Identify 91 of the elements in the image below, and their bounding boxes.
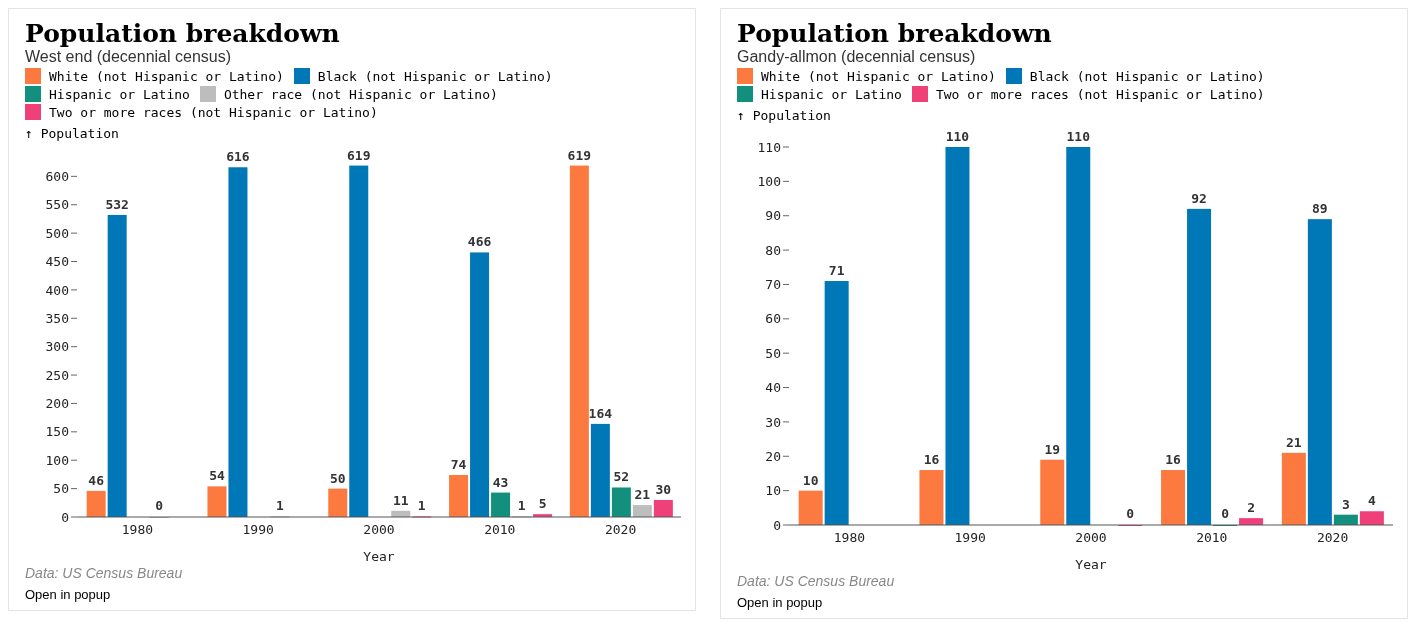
data-label: 21	[634, 487, 651, 503]
data-label: 110	[1066, 129, 1091, 144]
data-label: 43	[492, 474, 509, 490]
data-label: 1	[276, 498, 285, 514]
data-label: 16	[1165, 452, 1182, 468]
x-tick-label: 1980	[833, 530, 866, 546]
x-axis-title: Year	[1075, 557, 1107, 572]
data-label: 50	[329, 470, 346, 486]
text: Open in popup	[25, 587, 112, 602]
y-tick-label: 20	[765, 448, 781, 464]
legend-label: Two or more races (not Hispanic or Latino)	[48, 104, 378, 120]
chart-title: Population breakdown	[25, 19, 341, 48]
data-label: 1	[417, 498, 426, 514]
legend-label: Other race (not Hispanic or Latino)	[222, 86, 498, 102]
text: Data: US Census Bureau	[737, 573, 896, 589]
y-tick-label: 600	[45, 168, 69, 184]
legend-label: Two or more races (not Hispanic or Latino)	[934, 86, 1265, 102]
legend-label: White (not Hispanic or Latino)	[48, 68, 284, 84]
data-label: 616	[226, 149, 250, 165]
chart-title: Population breakdown	[737, 19, 1053, 48]
y-tick-label: 350	[45, 310, 69, 326]
data-label: 1	[517, 498, 526, 514]
y-tick-label: 100	[45, 452, 69, 468]
text: Data: US Census Bureau	[25, 565, 184, 581]
y-tick-label: 250	[45, 367, 69, 383]
y-tick-label: 10	[765, 483, 781, 499]
data-label: 164	[588, 405, 613, 421]
data-label: 619	[347, 147, 371, 163]
chart-subtitle: Gandy-allmon (decennial census)	[737, 48, 977, 66]
legend-label: White (not Hispanic or Latino)	[760, 68, 996, 84]
x-tick-label: 2000	[363, 522, 395, 538]
x-tick-label: 1980	[121, 522, 154, 538]
y-tick-label: 50	[765, 345, 781, 361]
text: Open in popup	[737, 595, 824, 610]
y-tick-label: 60	[765, 311, 781, 327]
y-tick-label: 400	[45, 282, 69, 298]
y-tick-label: 100	[757, 173, 781, 189]
data-label: 89	[1312, 201, 1328, 217]
x-tick-label: 2010	[484, 522, 516, 538]
y-tick-label: 150	[45, 424, 69, 440]
y-tick-label: 80	[765, 242, 781, 258]
data-label: 0	[155, 498, 164, 513]
data-label: 21	[1286, 434, 1302, 450]
data-label: 0	[1221, 506, 1230, 521]
data-label: 30	[655, 481, 672, 497]
data-label: 92	[1191, 190, 1207, 206]
x-tick-label: 1990	[954, 530, 986, 546]
data-label: 3	[1341, 496, 1350, 512]
data-label: 19	[1044, 441, 1061, 457]
y-tick-label: 50	[53, 481, 69, 497]
y-tick-label: 40	[765, 380, 781, 396]
data-label: 46	[88, 472, 105, 488]
legend-label: Hispanic or Latino	[760, 86, 902, 102]
y-tick-label: 90	[765, 208, 781, 224]
x-tick-label: 2020	[1316, 530, 1349, 546]
data-label: 54	[209, 468, 225, 484]
y-tick-label: 300	[45, 339, 69, 355]
data-label: 74	[450, 456, 467, 472]
legend-label: Black (not Hispanic or Latino)	[316, 68, 553, 84]
data-label: 466	[467, 234, 492, 250]
data-label: 71	[828, 263, 845, 279]
x-axis-title: Year	[363, 549, 395, 564]
x-tick-label: 2000	[1075, 530, 1107, 546]
y-tick-label: 200	[45, 396, 69, 412]
data-label: 110	[945, 129, 970, 144]
data-label: 532	[105, 196, 129, 212]
data-label: 10	[802, 472, 819, 488]
legend-label: Black (not Hispanic or Latino)	[1028, 68, 1265, 84]
data-label: 11	[392, 492, 409, 508]
data-label: 4	[1367, 493, 1376, 509]
data-label: 16	[923, 452, 940, 468]
y-tick-label: 550	[45, 197, 69, 213]
y-tick-label: 70	[765, 277, 781, 293]
data-label: 5	[538, 496, 547, 512]
data-label: 52	[613, 469, 630, 485]
y-axis-title: ↑ Population	[25, 126, 120, 141]
legend-label: Hispanic or Latino	[48, 86, 190, 102]
chart-subtitle: West end (decennial census)	[25, 48, 233, 66]
x-tick-label: 1990	[242, 522, 274, 538]
y-axis-title: ↑ Population	[737, 108, 832, 123]
x-tick-label: 2020	[604, 522, 637, 538]
y-tick-label: 30	[765, 414, 781, 430]
data-label: 0	[1126, 506, 1135, 521]
x-tick-label: 2010	[1196, 530, 1228, 546]
data-label: 619	[567, 147, 592, 163]
y-tick-label: 500	[45, 225, 69, 241]
y-tick-label: 110	[757, 139, 781, 155]
data-label: 2	[1247, 500, 1255, 516]
y-tick-label: 450	[45, 254, 69, 270]
y-tick-label: 0	[773, 517, 781, 533]
y-tick-label: 0	[61, 509, 69, 525]
